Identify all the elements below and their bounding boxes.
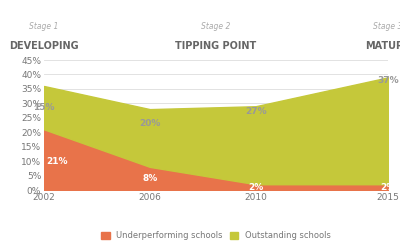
Text: 21%: 21% — [46, 156, 68, 166]
Text: TIPPING POINT: TIPPING POINT — [175, 41, 257, 51]
Text: MATURE: MATURE — [366, 41, 400, 51]
Text: 20%: 20% — [139, 119, 160, 128]
Text: 2%: 2% — [380, 182, 396, 192]
Text: 15%: 15% — [33, 103, 55, 112]
Text: 2%: 2% — [248, 182, 263, 192]
Text: Stage 3: Stage 3 — [373, 22, 400, 32]
Text: 8%: 8% — [142, 174, 158, 183]
Text: 27%: 27% — [245, 108, 266, 116]
Legend: Underperforming schools, Outstanding schools: Underperforming schools, Outstanding sch… — [102, 232, 330, 240]
Text: Stage 2: Stage 2 — [201, 22, 231, 32]
Text: 37%: 37% — [377, 76, 399, 85]
Text: Stage 1: Stage 1 — [29, 22, 59, 32]
Text: DEVELOPING: DEVELOPING — [9, 41, 79, 51]
